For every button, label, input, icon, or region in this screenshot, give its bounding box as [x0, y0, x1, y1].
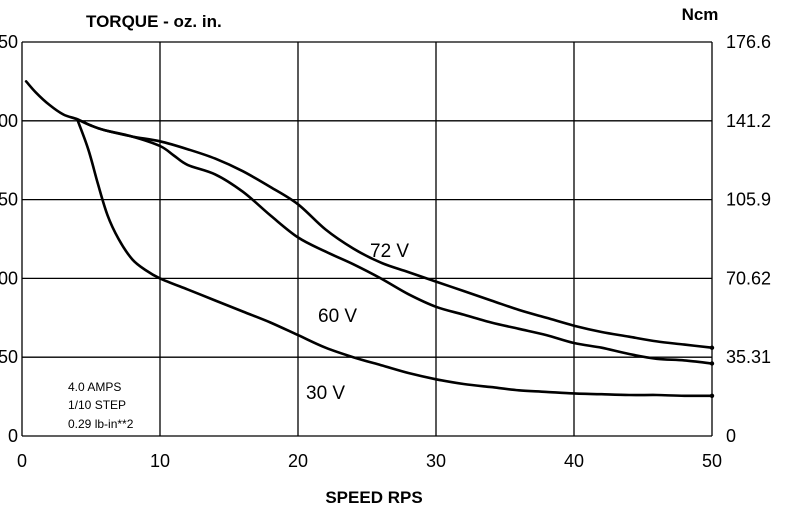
- left-axis-title: TORQUE - oz. in.: [86, 12, 222, 31]
- left-tick-label: 50: [0, 347, 18, 367]
- left-tick-label: 200: [0, 111, 18, 131]
- x-tick-label: 30: [426, 451, 446, 471]
- right-tick-label: 141.2: [726, 111, 771, 131]
- series-line-30v: [75, 117, 714, 398]
- left-tick-labels: 0 50 100 150 200 250: [0, 32, 18, 446]
- left-tick-label: 150: [0, 190, 18, 210]
- right-tick-label: 0: [726, 426, 736, 446]
- right-tick-label: 70.62: [726, 268, 771, 288]
- left-tick-label: 250: [0, 32, 18, 52]
- series-lines: [24, 80, 715, 399]
- series-label-72v: 72 V: [370, 241, 409, 262]
- info-note: 4.0 AMPS 1/10 STEP 0.29 lb-in**2: [68, 380, 134, 431]
- series-end-point-30v: [709, 393, 715, 399]
- right-tick-label: 105.9: [726, 190, 771, 210]
- series-end-point-60v: [709, 361, 715, 366]
- note-step: 1/10 STEP: [68, 398, 126, 412]
- series-label-30v: 30 V: [306, 383, 345, 404]
- right-tick-labels: 0 35.31 70.62 105.9 141.2 176.6: [726, 32, 771, 446]
- left-tick-label: 0: [8, 426, 18, 446]
- left-tick-label: 100: [0, 268, 18, 288]
- grid-lines: [21, 41, 713, 437]
- right-tick-label: 176.6: [726, 32, 771, 52]
- series-line-60v: [75, 117, 714, 365]
- series-label-60v: 60 V: [318, 306, 357, 327]
- plot-area: [22, 42, 712, 436]
- right-axis-title: Ncm: [682, 5, 719, 24]
- note-inertia: 0.29 lb-in**2: [68, 417, 134, 431]
- x-tick-label: 20: [288, 451, 308, 471]
- right-tick-label: 35.31: [726, 347, 771, 367]
- x-tick-label: 0: [17, 451, 27, 471]
- x-tick-label: 40: [564, 451, 584, 471]
- x-tick-label: 10: [150, 451, 170, 471]
- x-tick-label: 50: [702, 451, 722, 471]
- x-tick-labels: 0 10 20 30 40 50: [17, 451, 722, 471]
- series-end-point-72v: [709, 345, 715, 350]
- x-axis-title: SPEED RPS: [325, 488, 422, 507]
- note-current: 4.0 AMPS: [68, 380, 121, 394]
